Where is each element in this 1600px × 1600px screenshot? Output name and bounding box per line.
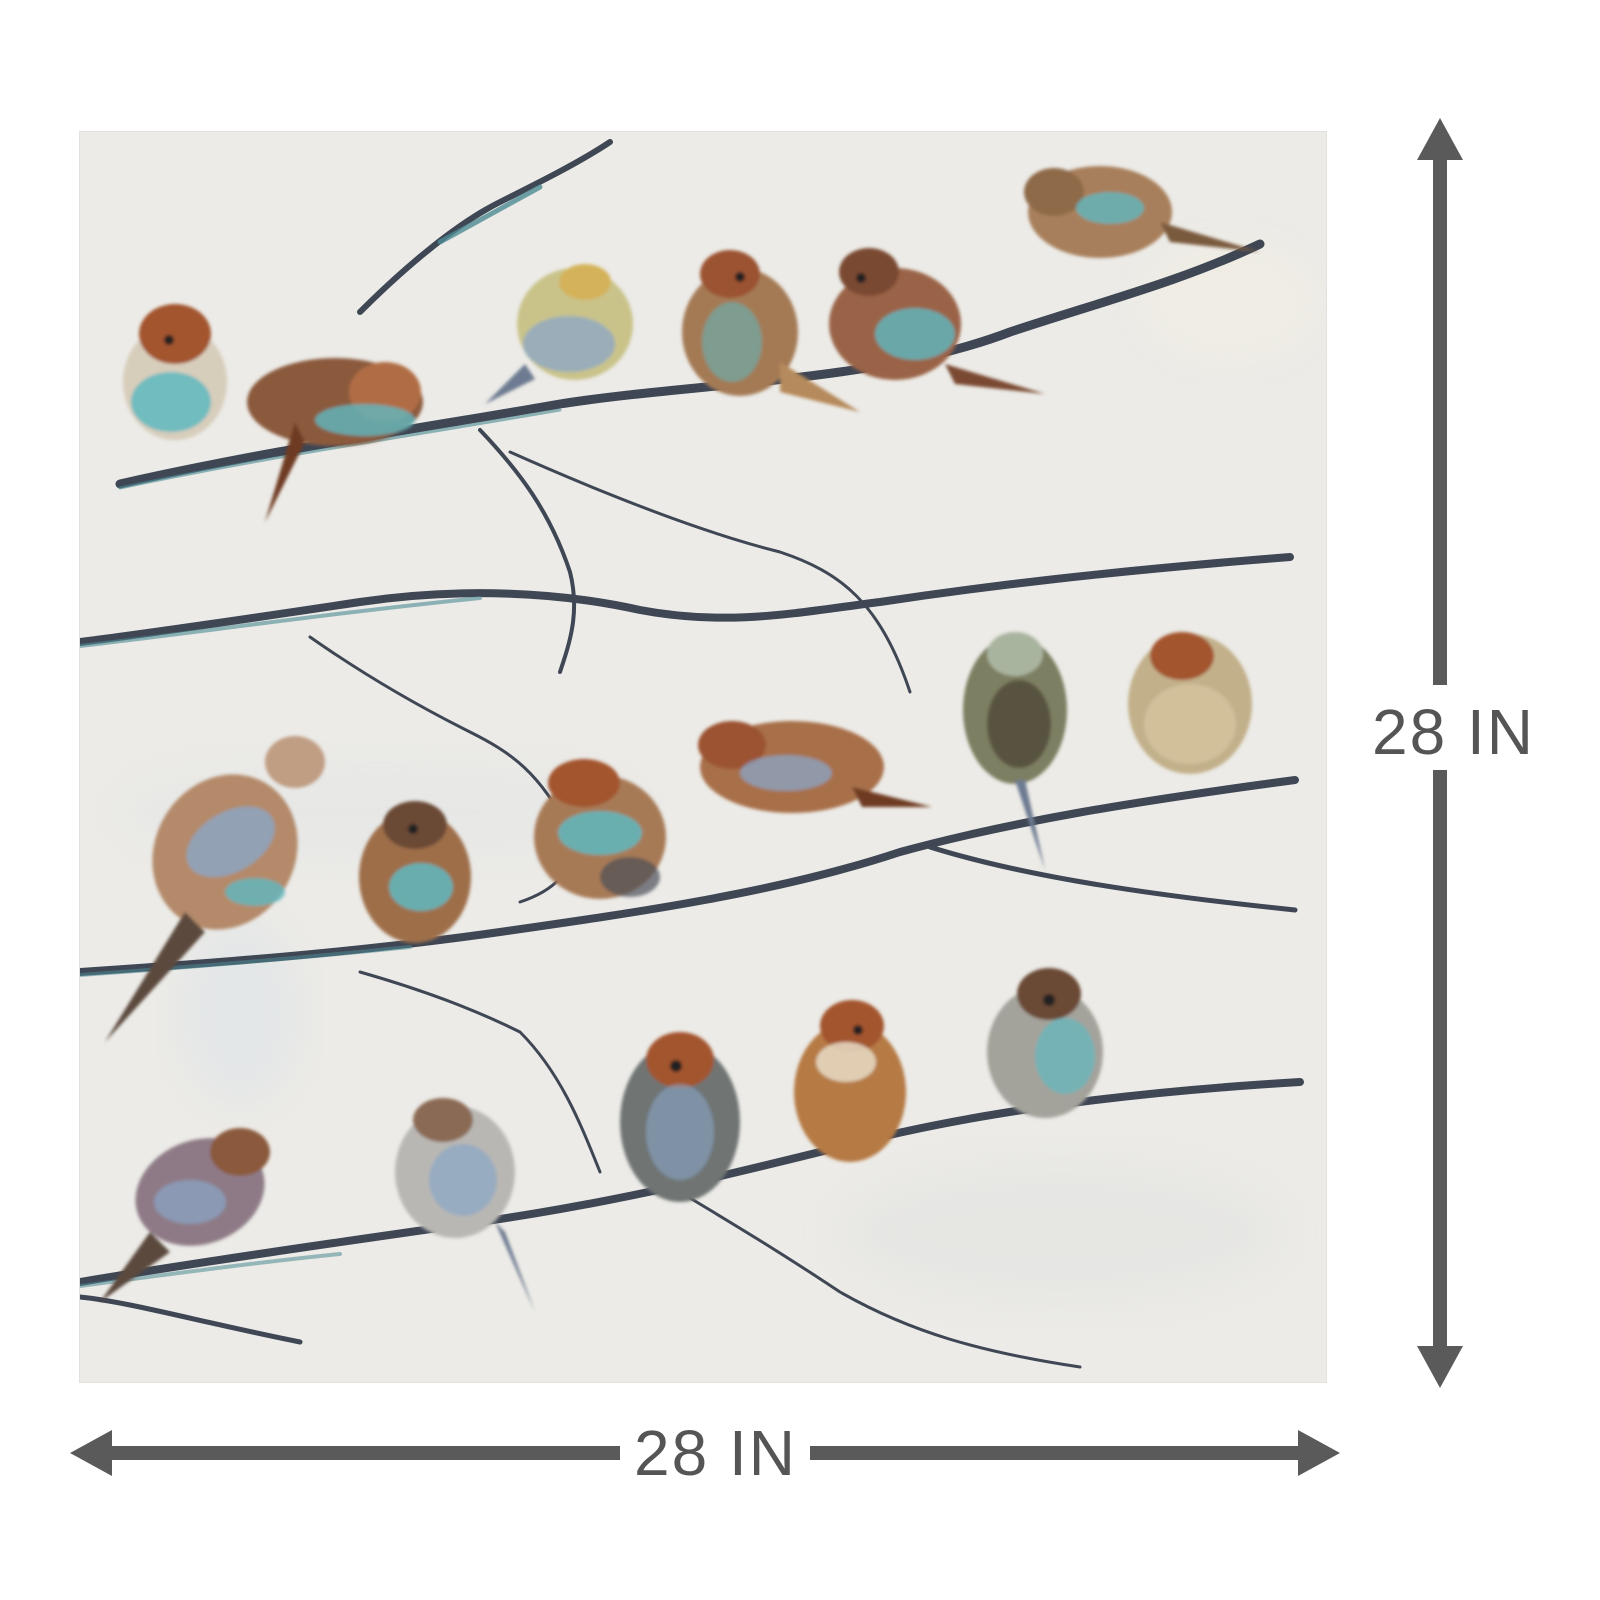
bird-10: [698, 721, 932, 813]
canvas-artwork: [80, 132, 1326, 1382]
bird-6: [1024, 166, 1260, 258]
painting-illustration: [80, 139, 1320, 1369]
bird-9: [534, 759, 666, 899]
bird-2: [247, 358, 423, 522]
branch-middle: [80, 553, 1294, 646]
bird-15: [620, 1032, 740, 1202]
bird-17: [987, 968, 1103, 1118]
branch-lower: [80, 776, 1299, 976]
bird-13: [100, 1128, 270, 1302]
bird-4: [682, 250, 860, 412]
bird-16: [794, 1000, 906, 1162]
bird-5: [829, 248, 1045, 394]
bird-11: [963, 632, 1067, 870]
width-dimension-label: 28 IN: [634, 1417, 797, 1489]
bird-3: [485, 264, 633, 404]
height-dimension-label: 28 IN: [1372, 696, 1535, 768]
bird-14: [395, 1098, 535, 1312]
bird-7: [105, 736, 325, 1042]
bird-1: [123, 304, 227, 440]
bird-8: [359, 801, 471, 943]
bird-12: [1128, 632, 1252, 774]
birds: [100, 166, 1260, 1312]
